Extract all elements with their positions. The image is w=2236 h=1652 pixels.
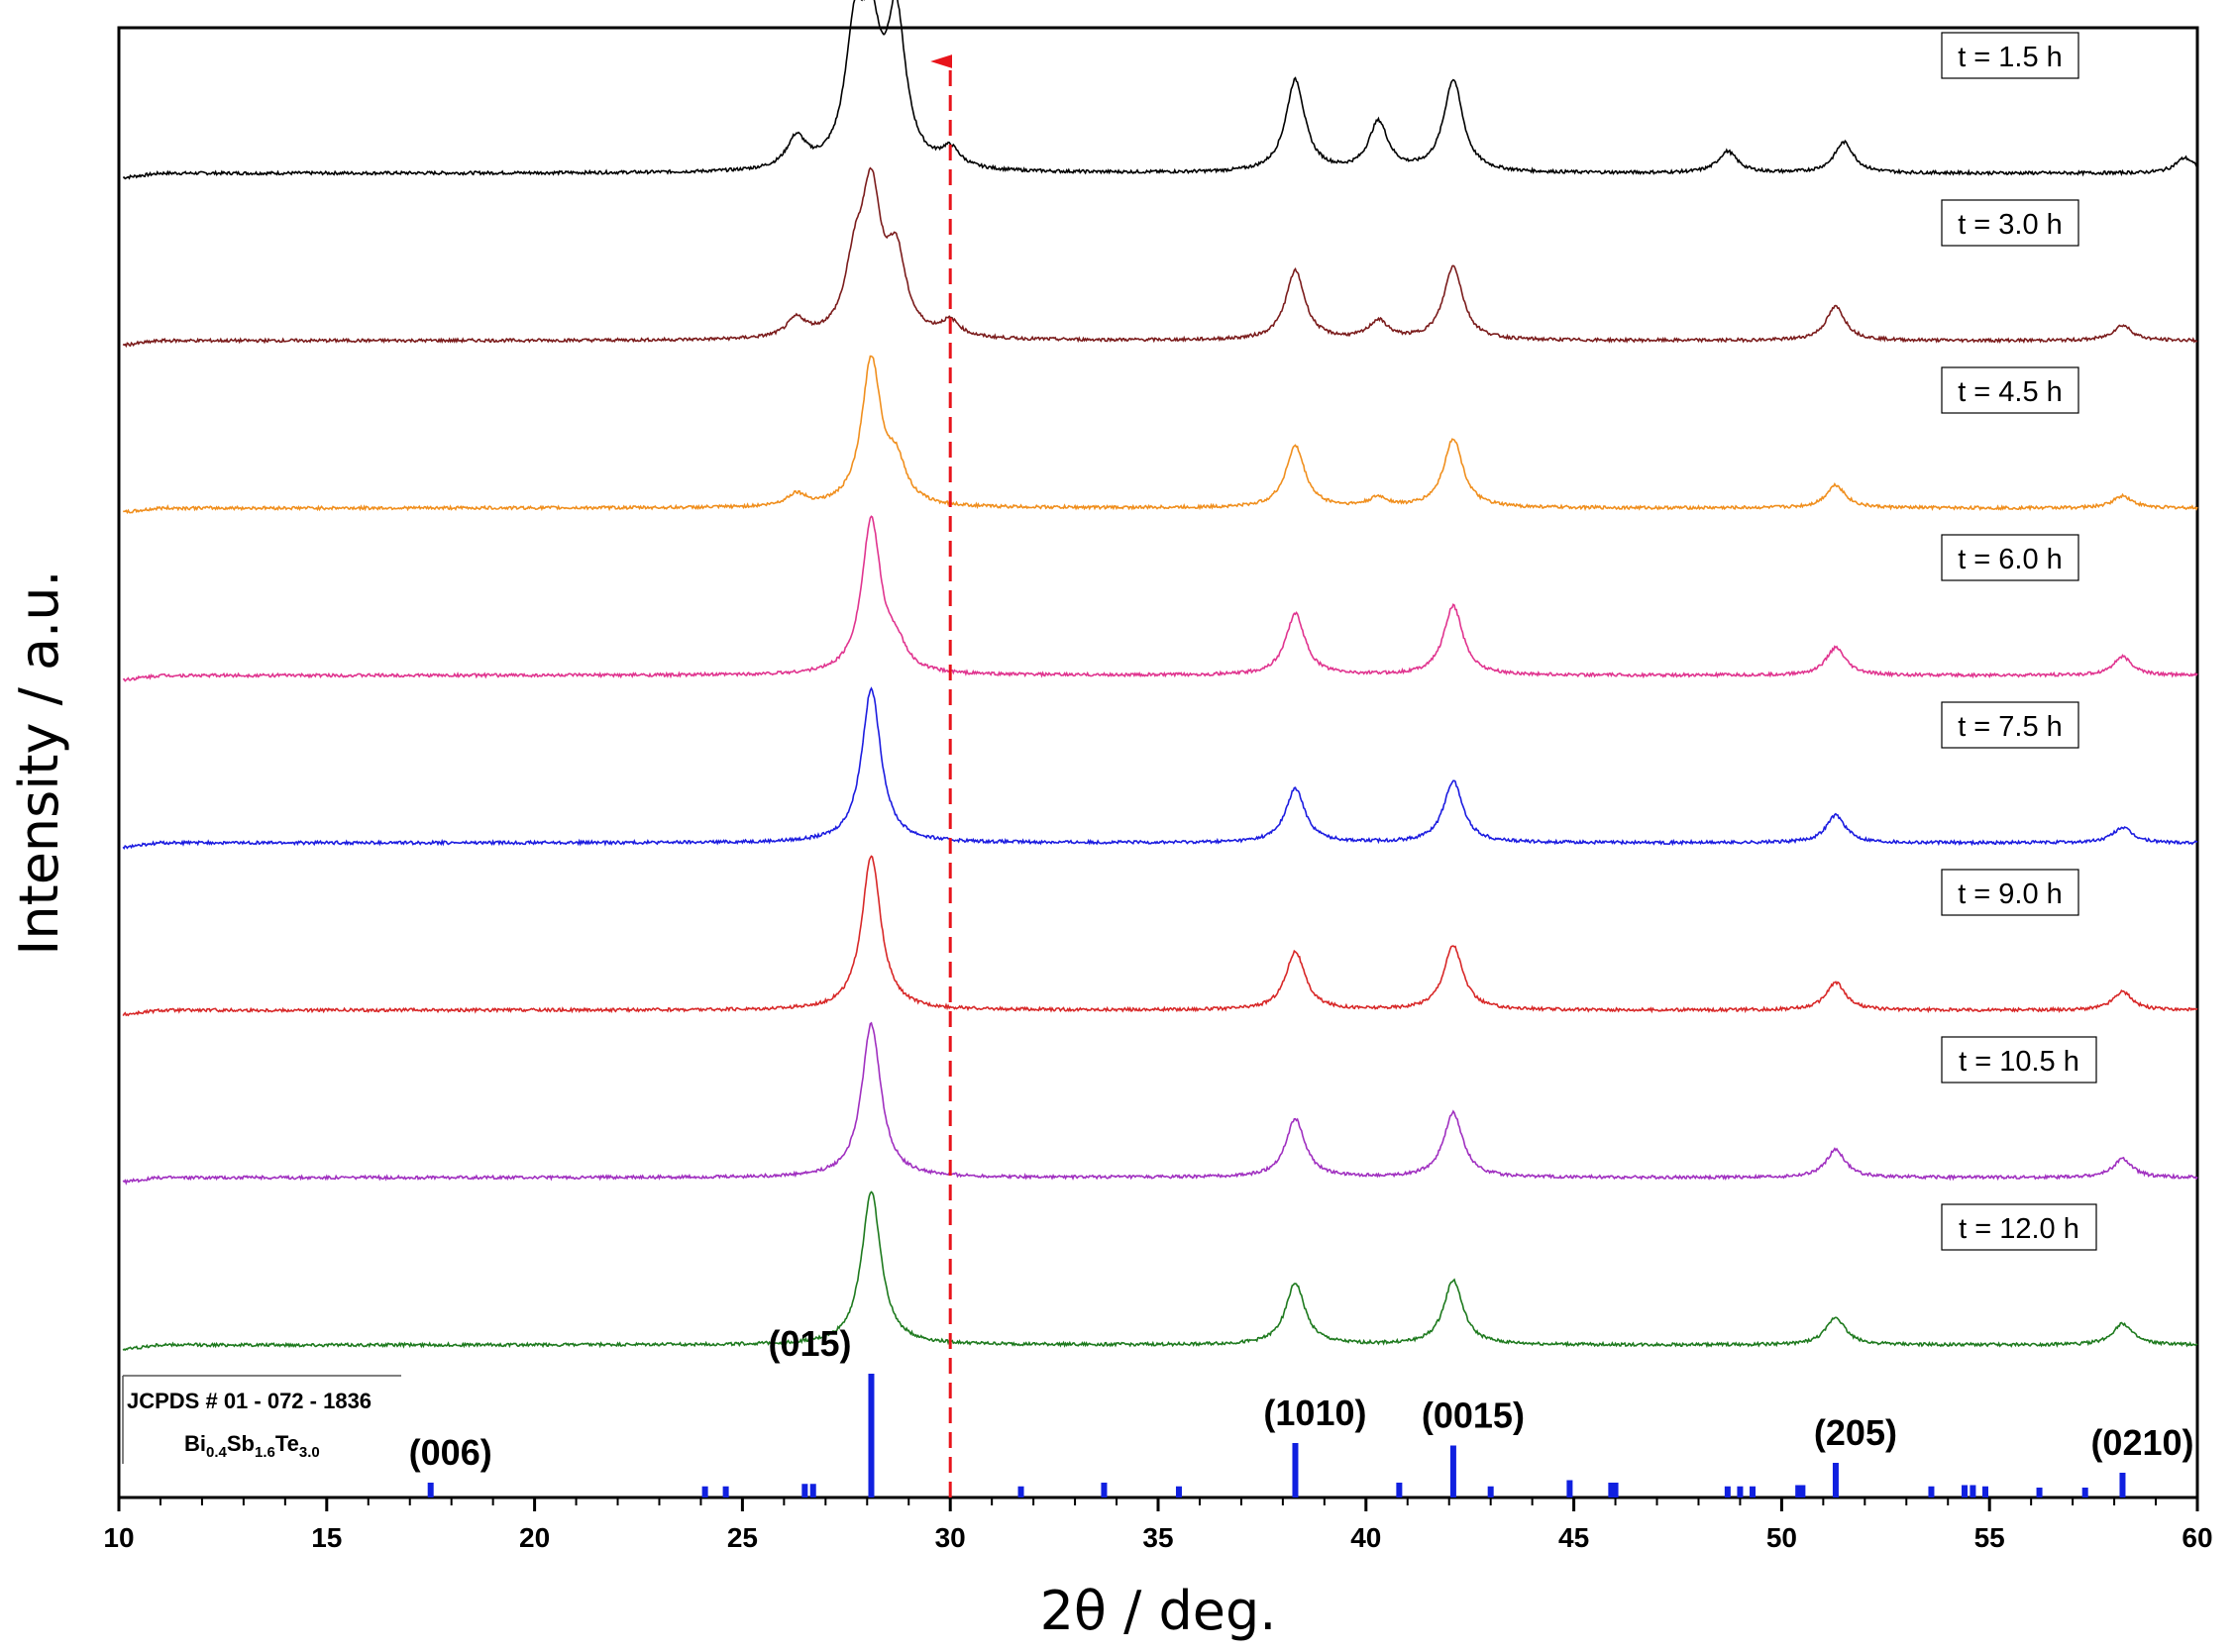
reference-stick <box>1101 1483 1108 1497</box>
x-tick-label: 60 <box>2182 1522 2212 1553</box>
reference-formula: Bi0.4Sb1.6Te3.0 <box>184 1431 320 1461</box>
reference-stick <box>722 1486 729 1497</box>
hkl-label: (0015) <box>1422 1395 1525 1436</box>
time-label-box <box>1941 1203 2097 1251</box>
time-label: t = 4.5 h <box>1958 376 2063 408</box>
reference-stick <box>1970 1485 1976 1497</box>
reference-stick <box>1724 1486 1731 1497</box>
reference-stick <box>1795 1485 1802 1497</box>
x-tick-label: 15 <box>311 1522 342 1553</box>
xrd-trace <box>123 355 2198 515</box>
plot-frame <box>117 26 2199 1499</box>
hkl-label: (205) <box>1814 1412 1897 1453</box>
xrd-trace <box>122 855 2198 1017</box>
time-label: t = 10.5 h <box>1959 1046 2079 1078</box>
reference-stick <box>1017 1486 1024 1497</box>
xrd-trace <box>122 0 2198 180</box>
x-tick-label: 50 <box>1766 1522 1797 1553</box>
trace-group <box>122 0 2198 1352</box>
time-label-box <box>1941 1036 2097 1084</box>
reference-stick <box>1292 1443 1299 1497</box>
x-axis-title: 2θ / deg. <box>1040 1580 1277 1642</box>
reference-stick <box>1608 1483 1615 1497</box>
x-tick-label: 30 <box>935 1522 966 1553</box>
reference-stick <box>1566 1480 1573 1497</box>
reference-stick <box>1799 1485 1806 1497</box>
x-tick-label: 25 <box>727 1522 758 1553</box>
time-label-box <box>1941 701 2079 749</box>
time-label-box <box>1941 32 2079 79</box>
reference-stick <box>1737 1486 1744 1497</box>
reference-stick <box>1928 1486 1935 1497</box>
xrd-trace <box>122 686 2198 850</box>
reference-stick <box>868 1374 875 1497</box>
x-tick-label: 20 <box>519 1522 550 1553</box>
hkl-label: (0210) <box>2090 1422 2193 1463</box>
reference-stick <box>801 1484 808 1497</box>
hkl-label-group: (006) (015) (1010) (0015) (205) (0210) <box>409 1323 2194 1473</box>
time-label: t = 9.0 h <box>1958 878 2063 910</box>
reference-stick <box>2119 1473 2126 1497</box>
reference-stick <box>1449 1445 1456 1497</box>
reference-card-box: JCPDS # 01 - 072 - 1836 Bi0.4Sb1.6Te3.0 <box>122 1375 401 1464</box>
hkl-label: (006) <box>409 1432 492 1473</box>
x-tick-label: 55 <box>1974 1522 2005 1553</box>
time-label-box <box>1941 366 2079 414</box>
xrd-trace <box>122 1190 2198 1352</box>
time-label: t = 12.0 h <box>1959 1213 2079 1245</box>
reference-stick <box>1175 1486 1182 1497</box>
time-label: t = 7.5 h <box>1958 711 2063 743</box>
reference-stick <box>1487 1486 1494 1497</box>
reference-stick <box>2081 1488 2088 1497</box>
reference-stick <box>1832 1463 1839 1497</box>
xrd-trace <box>122 166 2198 349</box>
reference-stick <box>1982 1486 1989 1497</box>
reference-card-number: JCPDS # 01 - 072 - 1836 <box>127 1389 372 1413</box>
x-axis-ticks: 10 15 20 25 30 35 40 45 50 55 60 <box>103 1497 2213 1553</box>
time-label-group: t = 1.5 h t = 3.0 h t = 4.5 h t = 6.0 h t = … <box>1941 32 2097 1251</box>
xrd-trace <box>122 515 2198 682</box>
hkl-label: (015) <box>768 1323 851 1364</box>
reference-stick <box>2036 1488 2043 1497</box>
reference-stick <box>427 1483 434 1497</box>
time-label: t = 6.0 h <box>1958 544 2063 575</box>
xrd-trace <box>122 1021 2198 1186</box>
x-tick-label: 35 <box>1142 1522 1173 1553</box>
x-tick-label: 45 <box>1558 1522 1589 1553</box>
reference-stick <box>1962 1485 1969 1497</box>
reference-stick-group <box>427 1374 2126 1497</box>
reference-stick <box>1750 1486 1757 1497</box>
time-label-box <box>1941 199 2079 247</box>
time-label-box <box>1941 869 2079 916</box>
reference-stick <box>701 1486 708 1497</box>
time-label: t = 3.0 h <box>1958 209 2063 241</box>
reference-stick <box>1396 1483 1403 1497</box>
reference-stick <box>1612 1483 1619 1497</box>
y-axis-title: Intensity / a.u. <box>8 569 70 955</box>
x-tick-label: 40 <box>1350 1522 1381 1553</box>
time-label-box <box>1941 534 2079 581</box>
hkl-label: (1010) <box>1263 1393 1366 1433</box>
reference-stick <box>809 1484 816 1497</box>
x-tick-label: 10 <box>103 1522 134 1553</box>
time-label: t = 1.5 h <box>1958 42 2063 73</box>
